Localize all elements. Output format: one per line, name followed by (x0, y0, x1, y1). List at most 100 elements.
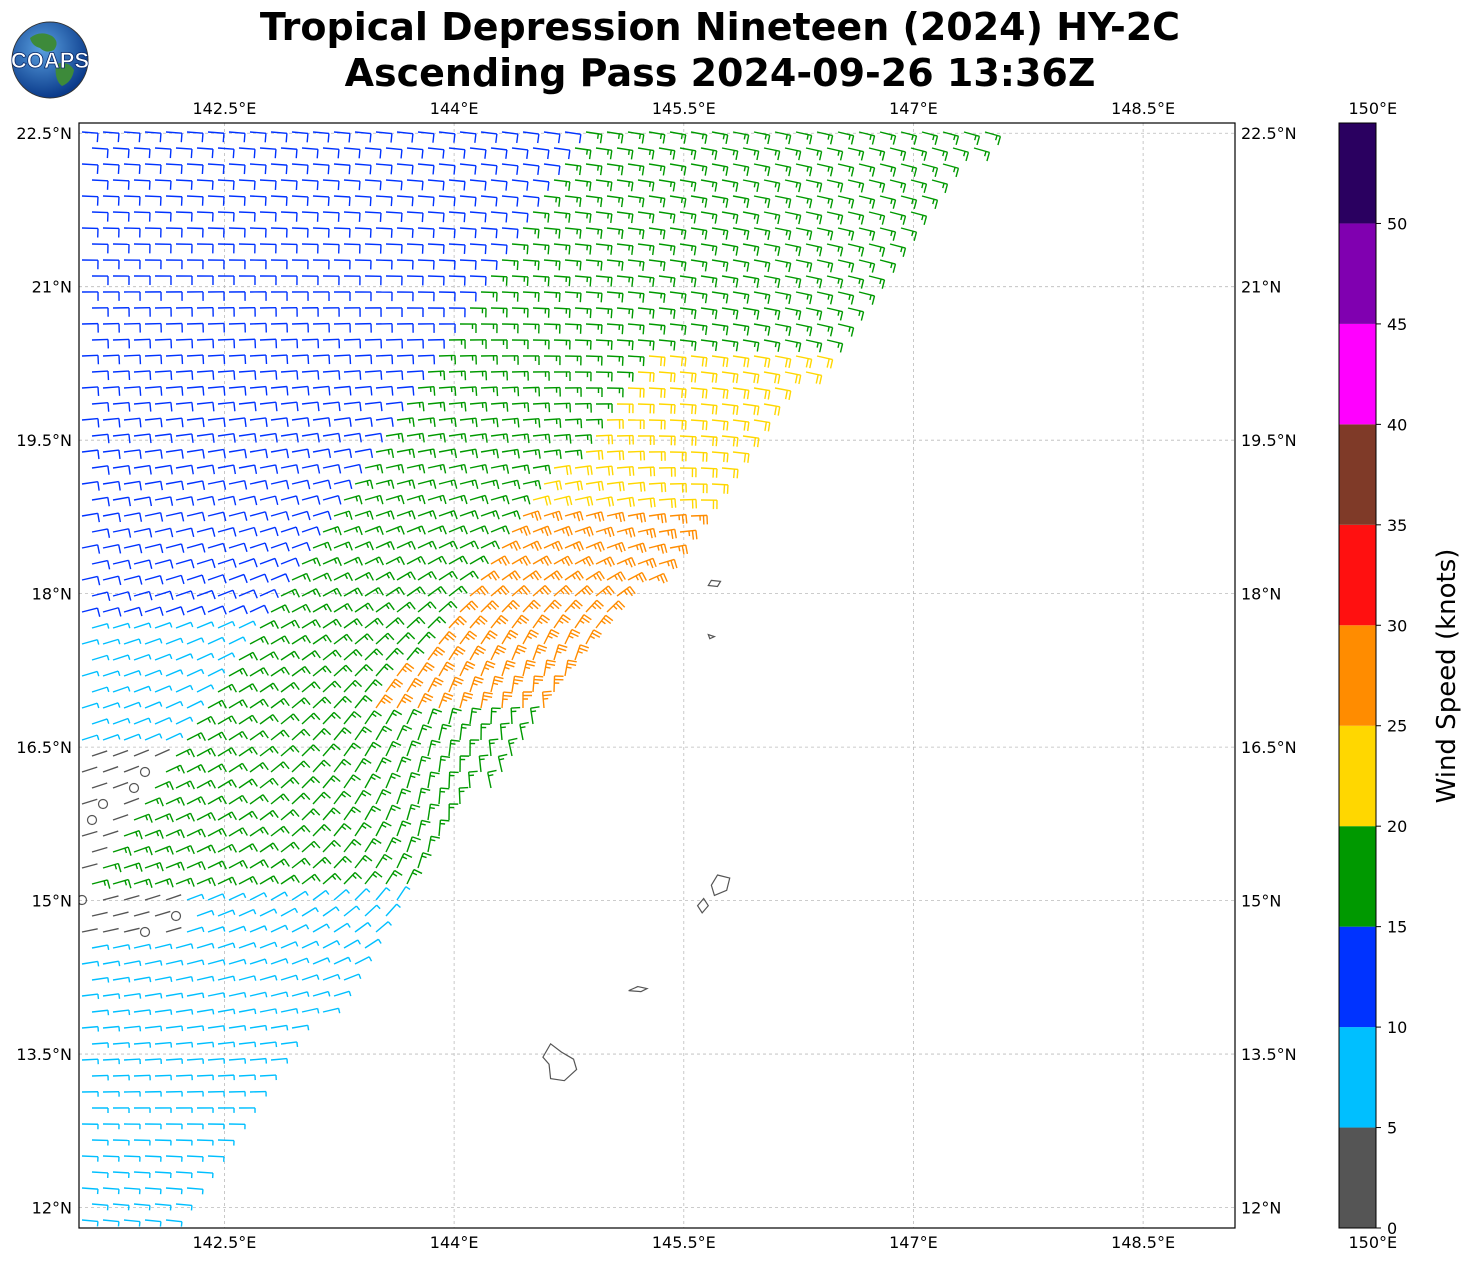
wind-barb (238, 589, 258, 599)
wind-barb (564, 540, 584, 552)
wind-barb (270, 259, 288, 270)
wind-barb (564, 418, 583, 429)
wind-barb (196, 275, 214, 286)
wind-barb (522, 386, 541, 397)
wind-barb (144, 543, 164, 554)
wind-barb (837, 323, 855, 337)
wind-barb (133, 717, 152, 725)
wind-barb (679, 435, 697, 446)
wind-barb (102, 449, 121, 460)
wind-barb (711, 451, 729, 463)
lon-tick-label-top: 144°E (430, 99, 479, 118)
wind-barb (112, 1042, 131, 1048)
wind-barb (259, 275, 277, 286)
wind-barb (585, 449, 604, 460)
wind-barb (469, 555, 489, 565)
wind-barb (280, 307, 298, 317)
wind-barb (154, 1171, 172, 1179)
wind-barb (343, 905, 361, 917)
island-outline (542, 1042, 578, 1082)
wind-barb (270, 163, 288, 175)
wind-barb (81, 386, 100, 396)
wind-barb (490, 307, 508, 318)
wind-barb (627, 163, 645, 176)
wind-barb (469, 615, 488, 629)
wind-barb (490, 585, 510, 597)
wind-barb (417, 601, 437, 613)
wind-barb (375, 259, 393, 270)
wind-barb (490, 275, 508, 286)
wind-barb (606, 571, 626, 582)
wind-barb (459, 195, 477, 207)
wind-barb (532, 339, 550, 350)
wind-barb (952, 147, 970, 162)
wind-barb (774, 355, 792, 368)
wind-barb (144, 512, 164, 522)
wind-barb (637, 307, 655, 319)
wind-barb (259, 974, 278, 981)
wind-barb (511, 339, 529, 350)
wind-barb (196, 433, 215, 443)
wind-barb (459, 163, 477, 175)
wind-barb (690, 323, 708, 336)
wind-barb (175, 496, 195, 506)
coaps-logo: COAPS (10, 21, 90, 99)
lat-tick-label-right: 21°N (1241, 278, 1281, 297)
wind-barb (364, 211, 382, 222)
wind-barb (123, 354, 142, 365)
wind-barb (658, 498, 677, 509)
wind-barb (196, 306, 214, 317)
wind-barb (333, 990, 352, 997)
wind-barb (469, 464, 489, 474)
wind-barb (690, 387, 708, 399)
wind-barb (406, 616, 426, 629)
wind-barb (606, 259, 624, 271)
wind-barb (732, 451, 750, 463)
wind-barb (595, 556, 615, 567)
wind-barb (154, 527, 174, 538)
wind-barb (312, 227, 330, 238)
wind-barb (732, 227, 750, 240)
wind-barb (259, 1008, 278, 1014)
wind-barb (333, 163, 351, 175)
wind-barb (112, 1009, 131, 1016)
wind-barb (438, 195, 456, 207)
lat-tick-label-right: 16.5°N (1241, 738, 1297, 757)
wind-barb (123, 1155, 141, 1162)
wind-barb (637, 435, 655, 445)
wind-barb (343, 525, 363, 536)
wind-barb (322, 872, 342, 885)
wind-barb (375, 887, 391, 901)
wind-barb (847, 211, 865, 225)
wind-barb (427, 463, 447, 474)
wind-barb (270, 991, 289, 998)
wind-barb (186, 354, 205, 365)
wind-barb (553, 525, 573, 537)
wind-barb (711, 163, 729, 176)
lat-tick-label-left: 18°N (32, 585, 72, 604)
wind-barb (207, 668, 226, 677)
wind-barb (165, 606, 185, 616)
wind-barb (139, 766, 151, 778)
wind-barb (879, 195, 897, 209)
wind-barb (406, 677, 424, 693)
wind-barb (585, 387, 603, 398)
wind-barb (165, 764, 185, 774)
wind-barb (837, 163, 855, 177)
wind-barb (627, 571, 647, 583)
wind-barb (291, 728, 311, 741)
wind-barb (91, 718, 110, 725)
wind-barb (112, 528, 132, 538)
wind-barb (280, 401, 299, 412)
wind-barb (648, 513, 667, 524)
wind-barb (165, 1025, 184, 1032)
wind-barb (480, 195, 498, 207)
wind-barb (417, 163, 435, 175)
wind-barb (238, 243, 256, 254)
wind-barb (354, 633, 374, 645)
wind-barb (711, 355, 729, 368)
wind-barb (154, 401, 173, 412)
wind-barb (81, 798, 98, 805)
wind-barb (616, 585, 636, 597)
wind-barb (679, 339, 697, 351)
